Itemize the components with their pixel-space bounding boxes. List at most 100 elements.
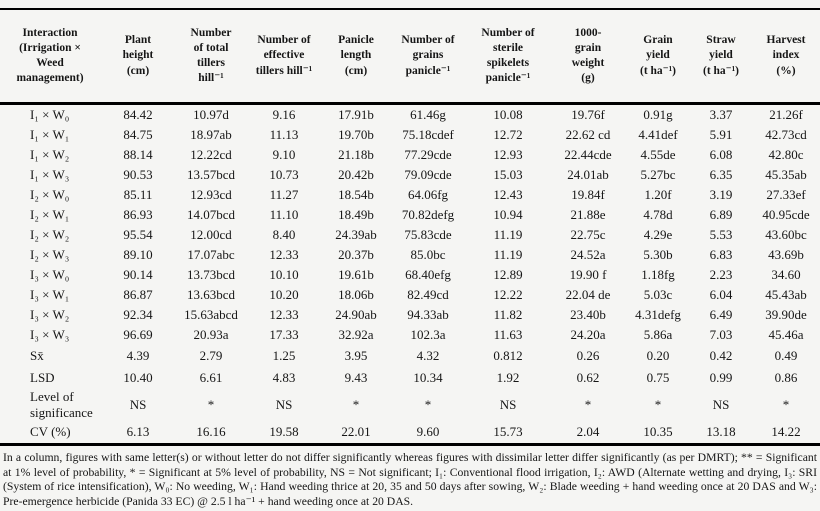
table-cell: 10.10 [269,267,299,282]
column-header: Plant height (cm) [100,9,176,105]
table-cell: 5.30b [643,247,673,262]
table-cell: 5.27bc [640,167,676,182]
table-cell: 18.49b [338,207,374,222]
table-cell: 18.97ab [190,127,232,142]
table-cell: 7.03 [709,327,733,342]
table-cell: 10.20 [269,287,299,302]
table-cell: 24.39ab [335,227,377,242]
table-cell: 84.42 [123,107,153,122]
table-cell: 39.90de [765,307,807,322]
table-header: Interaction (Irrigation × Weed managemen… [0,9,820,105]
table-cell: 9.10 [272,147,296,162]
table-cell: NS [712,397,730,412]
table-cell: 13.18 [690,421,752,446]
table-cell: 1.18fg [641,267,675,282]
table-cell: 82.49cd [407,287,449,302]
table-cell: 42.73cd [765,127,807,142]
column-header: Number of total tillers hill⁻¹ [176,9,246,105]
table-cell: 19.70b [338,127,374,142]
table-cell: 5.03c [643,287,673,302]
table-cell: 0.20 [646,348,670,363]
row-label: I₃ × W₀ [30,267,70,282]
table-cell: 19.84f [571,187,605,202]
table-cell: 0.86 [774,370,798,385]
row-label: I₃ × W₂ [30,307,70,322]
table-cell: 21.18b [338,147,374,162]
table-cell: 20.42b [338,167,374,182]
table-cell: * [654,397,662,412]
column-header: Number of grains panicle⁻¹ [390,9,466,105]
row-label: I₂ × W₃ [30,247,70,262]
table-cell: 22.04 de [565,287,611,302]
table-cell: 1.92 [496,370,520,385]
table-cell: 45.35ab [765,167,807,182]
table-row: I₂ × W₂ 95.54 12.00cd 8.40 24.39ab 75.83cde 11… [0,225,820,245]
table-cell: 10.94 [493,207,523,222]
table-cell: 17.07abc [187,247,235,262]
table-cell: 1.20f [644,187,672,202]
table-cell: 12.33 [269,247,299,262]
table-cell: 8.40 [272,227,296,242]
row-label: Level of significance [30,389,93,420]
table-cell: 0.91g [643,107,673,122]
table-cell: 4.78d [643,207,673,222]
table-cell: * [207,397,215,412]
table-row: I₂ × W₀ 85.11 12.93cd 11.27 18.54b 64.06fg 12.… [0,185,820,205]
table-cell: 6.49 [709,307,733,322]
table-footnote: In a column, figures with same letter(s)… [3,451,817,508]
table-cell: 4.39 [126,348,150,363]
table-row: I₂ × W₃ 89.10 17.07abc 12.33 20.37b 85.0bc 11.… [0,245,820,265]
table-row: I₃ × W₁ 86.87 13.63bcd 10.20 18.06b 82.49cd 12… [0,285,820,305]
table-cell: 45.43ab [765,287,807,302]
table-cell: 0.75 [646,370,670,385]
row-label: I₃ × W₃ [30,327,70,342]
table-row: CV (%) 6.13 16.16 19.58 22.01 9.60 15.73 2.04 10… [0,421,820,446]
table-cell: 10.34 [413,370,443,385]
row-label: I₂ × W₀ [30,187,70,202]
table-cell: 21.26f [769,107,803,122]
header-row: Interaction (Irrigation × Weed managemen… [0,9,820,105]
table-cell: 92.34 [123,307,153,322]
table-cell: 9.43 [344,370,368,385]
row-label: LSD [30,370,55,385]
table-cell: 17.91b [338,107,374,122]
table-cell: 40.95cde [762,207,810,222]
table-cell: 84.75 [123,127,153,142]
table-cell: 12.22 [493,287,523,302]
table-cell: 89.10 [123,247,153,262]
table-cell: 6.61 [199,370,223,385]
table-cell: 42.80c [768,147,804,162]
table-cell: 12.22cd [190,147,232,162]
table-cell: 10.08 [493,107,523,122]
column-header: Harvest index (%) [752,9,820,105]
table-cell: 11.19 [493,227,523,242]
table-cell: * [352,397,360,412]
column-header: Panicle length (cm) [322,9,390,105]
table-cell: 24.20a [570,327,606,342]
table-cell: 6.04 [709,287,733,302]
table-cell: 14.07bcd [186,207,236,222]
table-cell: 23.40b [570,307,606,322]
table-cell: 24.90ab [335,307,377,322]
table-cell: 12.33 [269,307,299,322]
table-cell: 18.06b [338,287,374,302]
table-cell: 3.95 [344,348,368,363]
table-cell: 15.73 [466,421,550,446]
table-cell: 61.46g [410,107,446,122]
table-cell: 22.75c [570,227,606,242]
table-row: I₃ × W₀ 90.14 13.73bcd 10.10 19.61b 68.40efg 1… [0,265,820,285]
row-label: I₁ × W₃ [30,167,70,182]
table-cell: 11.27 [269,187,299,202]
table-cell: 0.26 [576,348,600,363]
table-cell: 22.01 [322,421,390,446]
table-cell: 19.61b [338,267,374,282]
table-cell: 0.812 [493,348,523,363]
row-label: I₃ × W₁ [30,287,70,302]
row-label: I₁ × W₁ [30,127,70,142]
row-label: I₁ × W₀ [30,107,70,122]
table-cell: 4.41def [638,127,678,142]
table-cell: 5.86a [643,327,673,342]
table-cell: 86.87 [123,287,153,302]
table-cell: 5.91 [709,127,733,142]
table-cell: 9.16 [272,107,296,122]
